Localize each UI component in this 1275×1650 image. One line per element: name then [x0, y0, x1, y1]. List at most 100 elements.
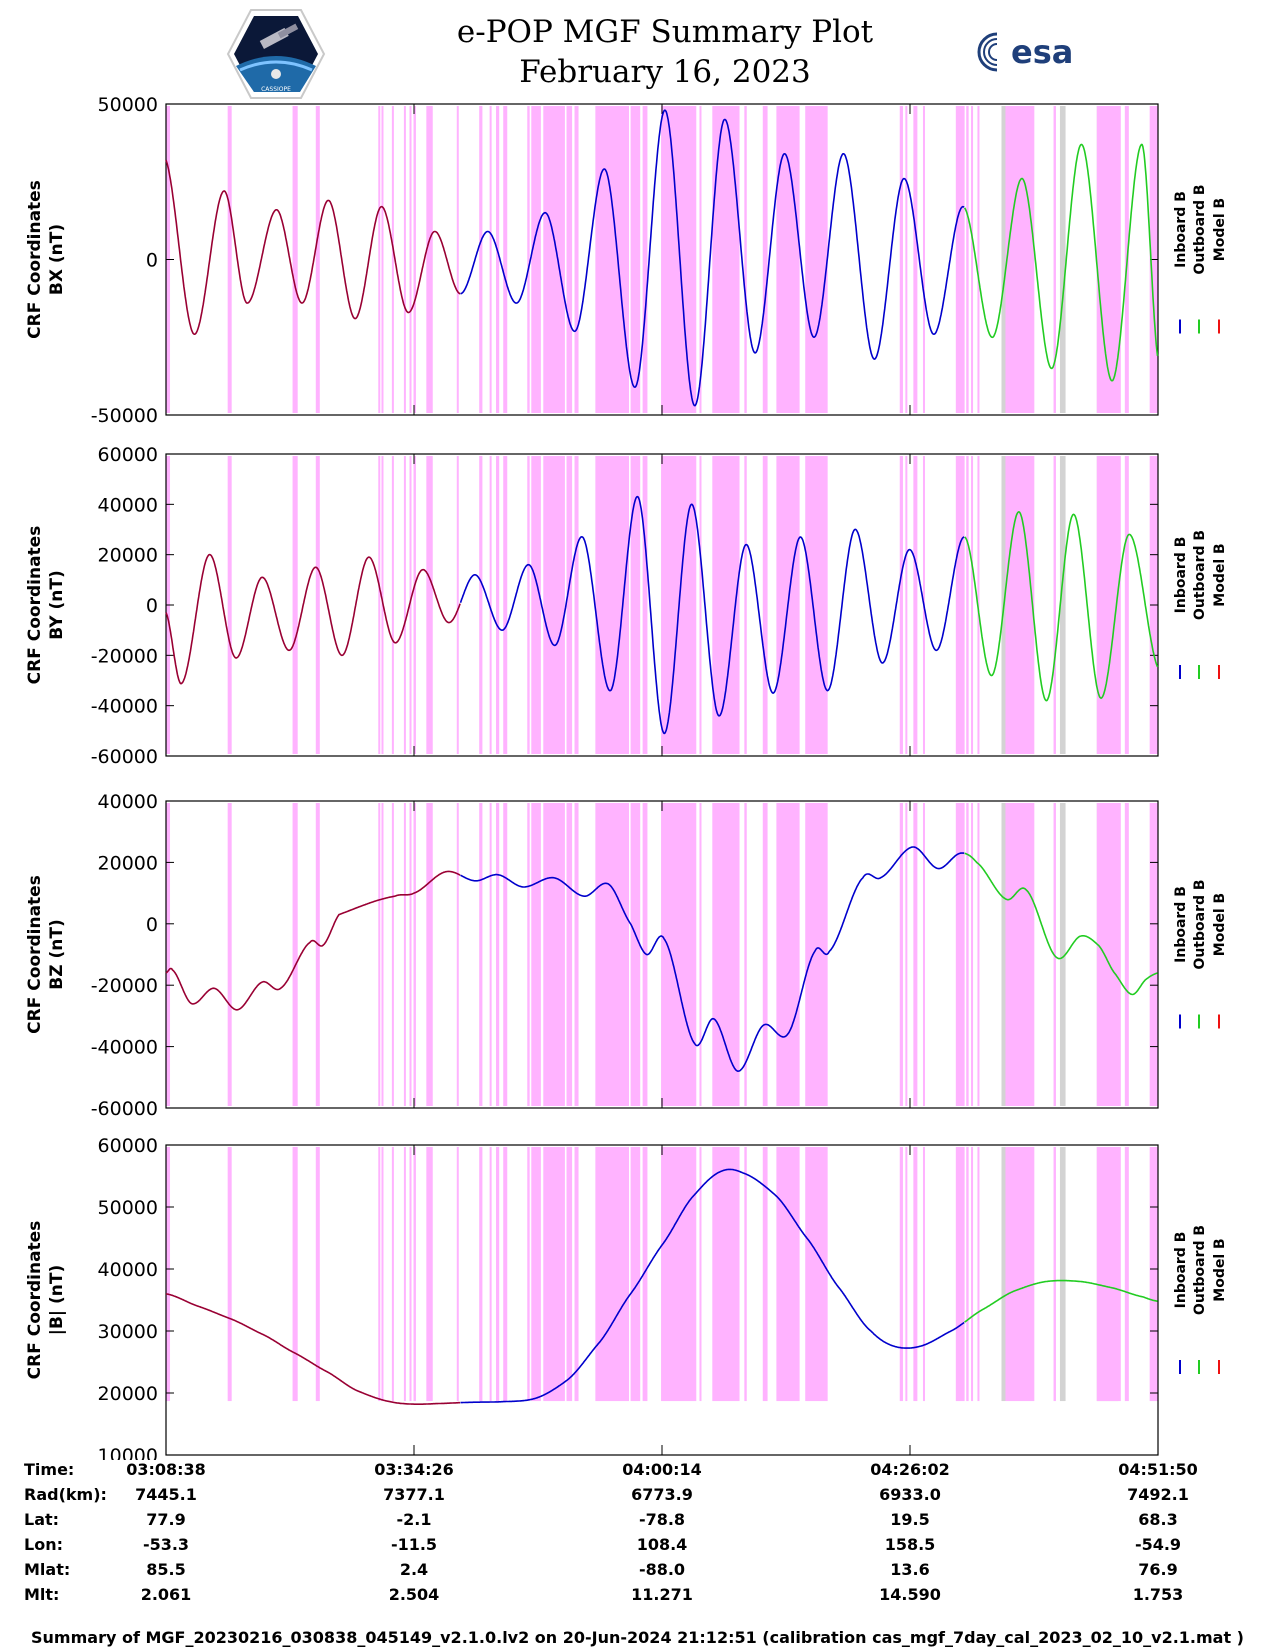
highlight-band [744, 803, 747, 1106]
y-tick-label: 20000 [98, 1383, 158, 1405]
highlight-band [413, 106, 416, 413]
highlight-band [527, 1147, 530, 1402]
info-row-label: Mlat: [24, 1560, 71, 1579]
highlight-band [574, 106, 579, 413]
highlight-band [378, 803, 381, 1106]
highlight-band [762, 803, 768, 1106]
y-tick-label: -20000 [91, 645, 158, 667]
highlight-band [922, 803, 925, 1106]
highlight-band [566, 1147, 573, 1402]
outboard-line [964, 852, 1158, 996]
highlight-band [712, 803, 740, 1106]
highlight-band [381, 1147, 384, 1402]
highlight-band [744, 456, 747, 754]
info-cell: 04:51:50 [1118, 1460, 1198, 1479]
highlight-band [566, 106, 573, 413]
highlight-band [905, 456, 908, 754]
y-tick-label: -40000 [91, 696, 158, 718]
inboard-line [460, 1168, 965, 1404]
highlight-band [227, 106, 232, 413]
highlight-band [776, 106, 800, 413]
highlight-band [409, 106, 412, 413]
highlight-band [543, 106, 565, 413]
highlight-band [913, 106, 918, 413]
highlight-band [762, 106, 768, 413]
panel-ylabel-line2: BZ (nT) [47, 919, 67, 989]
highlight-band [905, 803, 908, 1106]
highlight-band [699, 803, 702, 1106]
legend-label: Outboard B [1192, 184, 1208, 274]
panel-ylabel: CRF Coordinates BY (nT) [25, 526, 67, 685]
highlight-band [479, 803, 483, 1106]
info-cell: 108.4 [636, 1535, 688, 1554]
highlight-band [543, 456, 565, 754]
highlight-band [661, 106, 697, 413]
highlight-band [527, 106, 530, 413]
highlight-band [595, 106, 629, 413]
highlight-band [456, 803, 459, 1106]
highlight-band [1124, 1147, 1129, 1402]
highlight-band [1005, 456, 1035, 754]
highlight-band [712, 106, 740, 413]
model-line [165, 870, 461, 1011]
outboard-line [963, 143, 1159, 382]
highlight-band [426, 1147, 433, 1402]
highlight-band [595, 803, 629, 1106]
highlight-band [315, 1147, 320, 1402]
highlight-band [762, 456, 768, 754]
highlight-band [378, 106, 381, 413]
legend-label: Inboard B [1173, 886, 1189, 963]
y-tick-label: 60000 [98, 1135, 158, 1157]
highlight-band [699, 456, 702, 754]
highlight-band [899, 456, 903, 754]
highlight-band [496, 803, 500, 1106]
panel-ylabel: CRF Coordinates |B| (nT) [25, 1221, 67, 1380]
y-tick-label: 50000 [98, 1197, 158, 1219]
highlight-band [955, 1147, 965, 1402]
highlight-band [1124, 456, 1129, 754]
highlight-band [977, 106, 980, 413]
y-tick-label: -50000 [91, 405, 158, 427]
highlight-band [403, 106, 406, 413]
highlight-band [1053, 106, 1056, 413]
panel-bmag: 60000 50000 40000 30000 20000 10000 CRF Coordi… [25, 1135, 1228, 1460]
highlight-band [642, 456, 648, 754]
panel-bx: 50000 0 -50000 CRF Coordinates BX (nT) Inboar… [25, 94, 1228, 427]
highlight-band [1124, 803, 1129, 1106]
highlight-band [1059, 106, 1066, 413]
highlight-band [413, 456, 416, 754]
highlight-band [642, 106, 648, 413]
info-cell: 85.5 [146, 1560, 186, 1579]
highlight-band [391, 1147, 394, 1402]
highlight-band [227, 803, 232, 1106]
highlight-band [805, 106, 828, 413]
highlight-band [1053, 456, 1056, 754]
highlight-band [661, 803, 697, 1106]
y-tick-label: -40000 [91, 1037, 158, 1059]
highlight-band [1005, 106, 1035, 413]
highlight-band [531, 803, 541, 1106]
highlight-band [762, 1147, 768, 1402]
model-line [165, 553, 461, 685]
info-cell: 03:08:38 [126, 1460, 206, 1479]
info-cell: 7492.1 [1127, 1485, 1189, 1504]
legend-label: Model B [1212, 543, 1228, 606]
footer-summary: Summary of MGF_20230216_030838_045149_v2… [31, 1628, 1244, 1647]
info-row-label: Lon: [24, 1535, 63, 1554]
highlight-band [409, 803, 412, 1106]
y-tick-label: 0 [146, 914, 158, 936]
highlight-band [977, 1147, 980, 1402]
info-cell: 14.590 [879, 1585, 941, 1604]
panel-bz: 40000 20000 0 -20000 -40000 -60000 CRF Coordin… [25, 791, 1228, 1120]
highlight-band [744, 1147, 747, 1402]
highlight-band [966, 803, 969, 1106]
highlight-band [315, 456, 320, 754]
legend-label: Model B [1212, 893, 1228, 956]
highlight-band [403, 803, 406, 1106]
highlight-band [1096, 106, 1121, 413]
info-row-label: Time: [24, 1460, 75, 1479]
highlight-band [1001, 1147, 1006, 1402]
cassiope-logo: CASSIOPE [226, 9, 326, 99]
y-tick-label: 10000 [98, 1445, 158, 1460]
highlight-band [227, 456, 232, 754]
